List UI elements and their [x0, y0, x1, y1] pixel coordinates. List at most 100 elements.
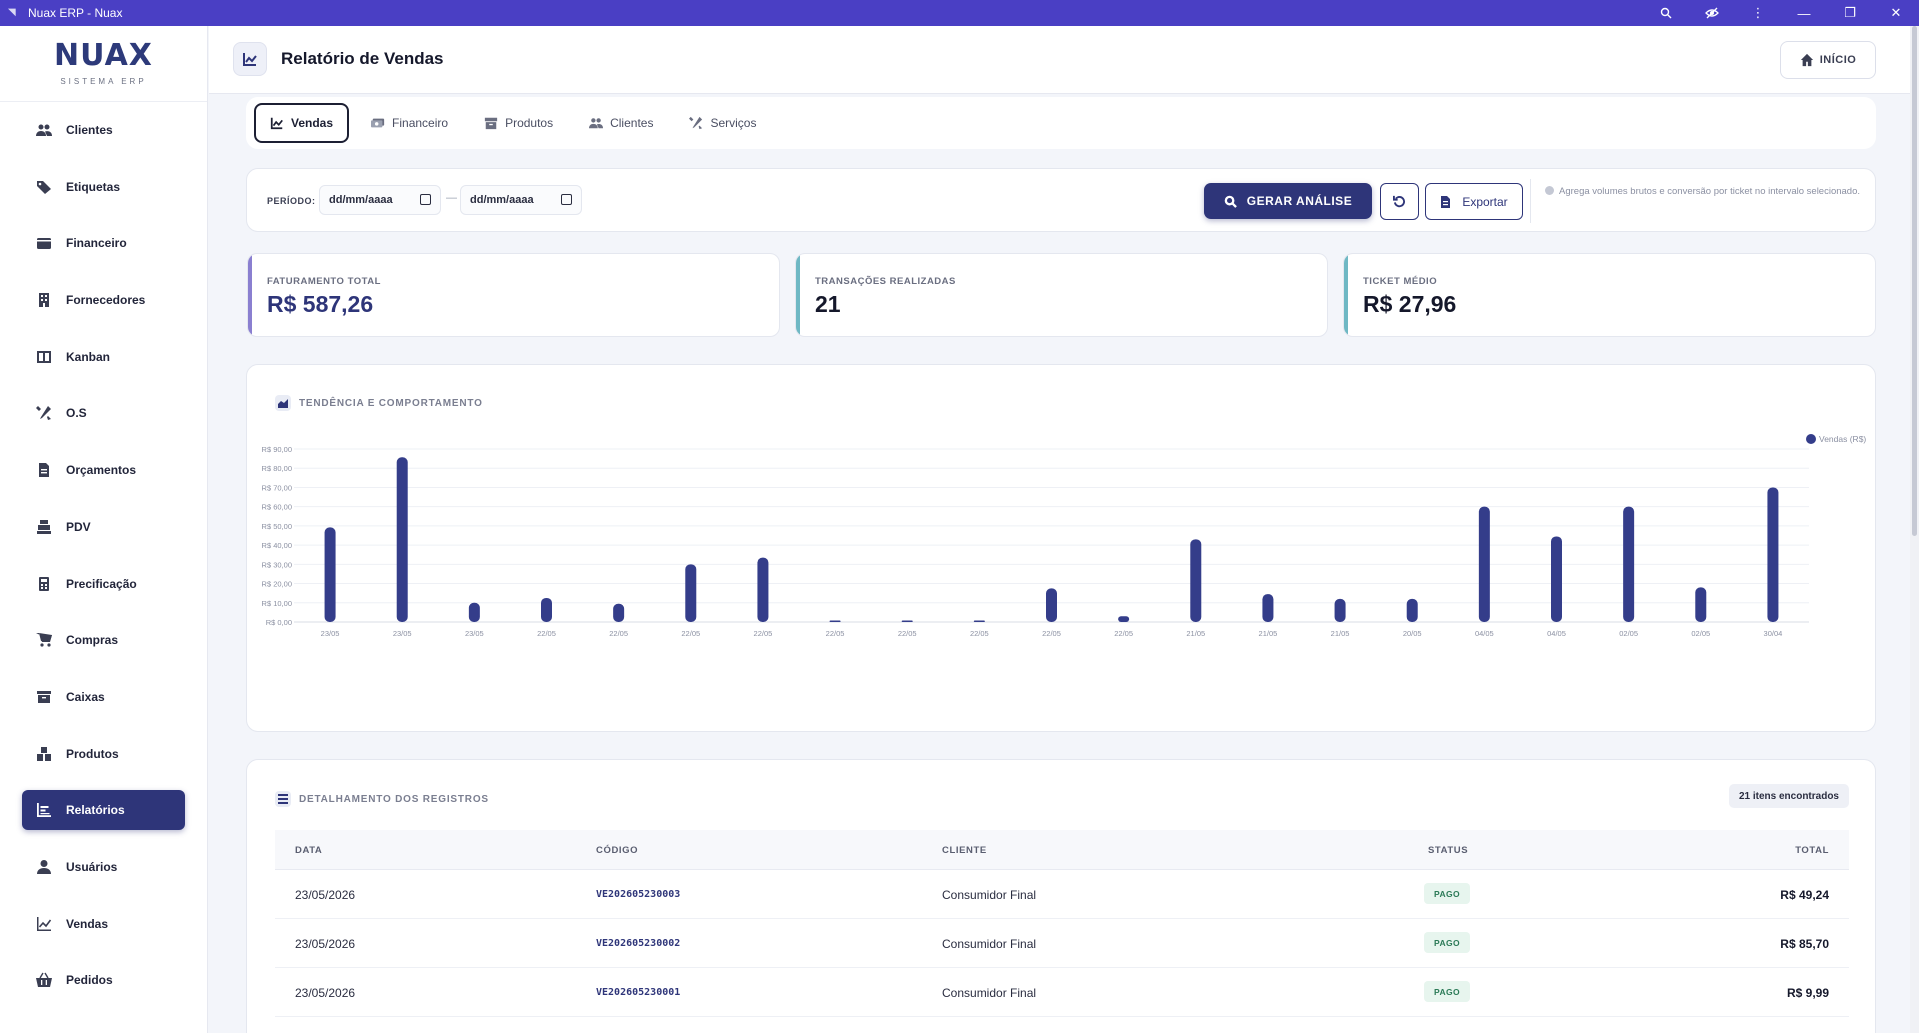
x-tick-label: 22/05 [970, 629, 989, 638]
x-tick-label: 21/05 [1186, 629, 1205, 638]
y-tick-label: R$ 90,00 [262, 445, 292, 454]
chart-bar [1406, 598, 1418, 622]
header-chart-icon [233, 42, 267, 76]
chart-line-icon [270, 117, 283, 130]
sidebar-item-clientes[interactable]: Clientes [22, 110, 185, 150]
box-icon [484, 117, 498, 130]
chart-bar [541, 597, 552, 622]
cart-icon [36, 633, 52, 647]
minimize-icon[interactable]: — [1797, 5, 1811, 21]
sidebar-item-os[interactable]: O.S [22, 393, 185, 433]
sidebar-item-kanban[interactable]: Kanban [22, 337, 185, 377]
y-tick-label: R$ 40,00 [262, 541, 292, 550]
cell-code[interactable]: VE202605230002 [596, 938, 681, 949]
column-header-status[interactable]: STATUS [1428, 845, 1469, 856]
area-chart-icon [275, 395, 291, 411]
cell-date: 23/05/2026 [295, 888, 356, 902]
sidebar-item-caixas[interactable]: Caixas [22, 677, 185, 717]
app-icon: ◥ [8, 7, 16, 18]
eye-off-icon[interactable] [1689, 0, 1735, 26]
sidebar-item-compras[interactable]: Compras [22, 620, 185, 660]
calendar-icon[interactable] [561, 194, 572, 205]
x-tick-label: 22/05 [681, 629, 700, 638]
x-tick-label: 22/05 [826, 629, 845, 638]
close-icon[interactable]: ✕ [1890, 5, 1902, 20]
zoom-icon[interactable] [1643, 0, 1689, 26]
tools-icon [36, 406, 51, 421]
export-button[interactable]: Exportar [1425, 183, 1523, 220]
column-header-total[interactable]: TOTAL [1795, 845, 1829, 856]
building-icon [39, 293, 49, 308]
records-count-badge: 21 itens encontrados [1728, 784, 1849, 808]
table-row[interactable]: 23/05/2026 VE202605230003 Consumidor Fin… [275, 870, 1849, 919]
x-tick-label: 22/05 [1114, 629, 1133, 638]
start-date-input[interactable]: dd/mm/aaaa [319, 185, 441, 215]
generate-analysis-button[interactable]: GERAR ANÁLISE [1204, 183, 1372, 219]
cell-code[interactable]: VE202605230001 [596, 987, 681, 998]
search-icon [1224, 195, 1237, 208]
x-tick-label: 21/05 [1259, 629, 1278, 638]
tab-clientes[interactable]: Clientes [575, 103, 667, 143]
x-tick-label: 23/05 [465, 629, 484, 638]
window-title: Nuax ERP - Nuax [28, 6, 123, 20]
cell-code[interactable]: VE202605230003 [596, 889, 681, 900]
calendar-icon[interactable] [420, 194, 431, 205]
maximize-icon[interactable]: ❐ [1844, 5, 1856, 20]
column-header-date[interactable]: DATA [295, 845, 323, 856]
tab-financeiro[interactable]: Financeiro [357, 103, 462, 143]
x-tick-label: 22/05 [754, 629, 773, 638]
sidebar-item-fornecedores[interactable]: Fornecedores [22, 280, 185, 320]
status-badge: PAGO [1424, 883, 1471, 904]
basket-icon [36, 972, 52, 988]
sidebar-item-usuarios[interactable]: Usuários [22, 847, 185, 887]
file-export-icon [1441, 195, 1451, 208]
chart-bar [901, 620, 913, 622]
chart-bar [1551, 536, 1562, 622]
calculator-icon [39, 576, 49, 591]
chart-bar [1767, 487, 1779, 622]
cell-date: 23/05/2026 [295, 986, 356, 1000]
sidebar-item-precificacao[interactable]: Precificação [22, 564, 185, 604]
x-tick-label: 23/05 [393, 629, 412, 638]
legend-swatch [1806, 434, 1816, 444]
kebab-menu-icon[interactable]: ⋮ [1751, 5, 1765, 20]
table-row[interactable]: 23/05/2026 VE202605230001 Consumidor Fin… [275, 968, 1849, 1017]
chart-bar [324, 527, 336, 622]
tab-produtos[interactable]: Produtos [470, 103, 567, 143]
cell-total: R$ 85,70 [1780, 937, 1829, 951]
page-scrollbar[interactable] [1910, 26, 1919, 1033]
column-header-client[interactable]: CLIENTE [942, 845, 987, 856]
chart-bar [1190, 539, 1202, 622]
chart-line-icon [37, 916, 52, 931]
home-icon [1800, 53, 1813, 67]
chart-bar [1623, 506, 1635, 622]
sidebar-item-relatorios[interactable]: Relatórios [22, 790, 185, 831]
table-icon [275, 791, 291, 807]
reset-button[interactable] [1380, 183, 1419, 220]
x-tick-label: 04/05 [1475, 629, 1494, 638]
scrollbar-thumb[interactable] [1912, 26, 1917, 536]
cell-client: Consumidor Final [942, 888, 1037, 902]
sidebar-item-financeiro[interactable]: Financeiro [22, 223, 185, 263]
table-row[interactable]: 23/05/2026 VE202605230002 Consumidor Fin… [275, 919, 1849, 968]
home-button[interactable]: INÍCIO [1780, 41, 1876, 79]
x-tick-label: 22/05 [609, 629, 628, 638]
chart-bar [1695, 587, 1707, 622]
sidebar-item-orcamentos[interactable]: Orçamentos [22, 450, 185, 490]
tab-servicos[interactable]: Serviços [675, 103, 770, 143]
brand-logo[interactable]: NUAX SISTEMA ERP [0, 26, 207, 102]
sidebar-item-etiquetas[interactable]: Etiquetas [22, 167, 185, 207]
cell-total: R$ 9,99 [1786, 986, 1829, 1000]
x-tick-label: 30/04 [1764, 629, 1783, 638]
records-section-title: DETALHAMENTO DOS REGISTROS [275, 791, 489, 807]
tab-vendas[interactable]: Vendas [254, 103, 350, 143]
column-header-code[interactable]: CÓDIGO [596, 845, 639, 856]
sidebar-item-pdv[interactable]: PDV [22, 507, 185, 547]
sidebar-item-vendas[interactable]: Vendas [22, 904, 185, 944]
end-date-input[interactable]: dd/mm/aaaa [460, 185, 582, 215]
sidebar-item-pedidos[interactable]: Pedidos [22, 960, 185, 1000]
sidebar-item-produtos[interactable]: Produtos [22, 734, 185, 774]
x-tick-label: 04/05 [1547, 629, 1566, 638]
filter-panel: PERÍODO: dd/mm/aaaa — dd/mm/aaaa GERAR A… [246, 168, 1876, 232]
logo-mark: NUAX [54, 38, 153, 73]
